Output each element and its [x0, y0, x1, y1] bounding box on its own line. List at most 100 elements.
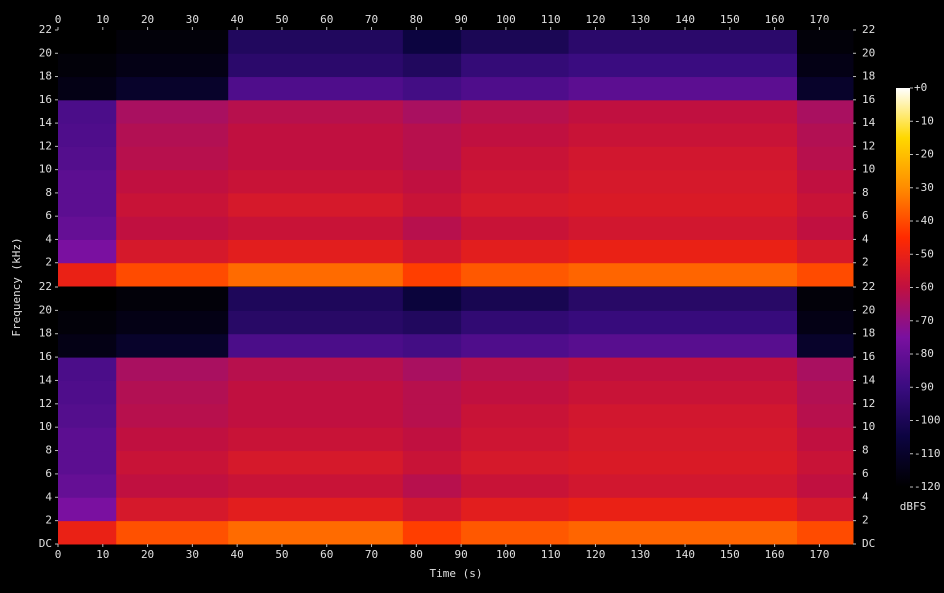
heat-cell — [58, 99, 117, 124]
heat-cell — [228, 473, 404, 498]
heat-cell — [797, 357, 854, 381]
y-tick-label: 6 — [45, 467, 52, 480]
heat-cell — [461, 76, 570, 101]
heat-cell — [461, 287, 570, 311]
heat-cell — [228, 239, 404, 264]
heat-cell — [228, 403, 404, 428]
y-tick-label-right: 10 — [862, 163, 875, 176]
x-tick-label: 30 — [186, 13, 199, 26]
heat-cell — [461, 473, 570, 498]
y-tick-label-right: 22 — [862, 23, 875, 36]
heat-cell — [797, 497, 854, 522]
x-tick-label: 100 — [496, 13, 516, 26]
heat-cell — [568, 123, 798, 147]
heat-cell — [116, 473, 229, 498]
heat-cell — [568, 99, 798, 124]
colorbar — [896, 88, 910, 487]
heat-cell — [402, 192, 462, 217]
x-tick-label: 130 — [630, 13, 650, 26]
heat-cell — [402, 473, 462, 498]
heat-cell — [116, 262, 229, 287]
x-tick-label: 150 — [720, 13, 740, 26]
heat-cell — [116, 239, 229, 264]
heat-cell — [58, 403, 117, 428]
x-tick-label: 50 — [275, 548, 288, 561]
heat-cell — [58, 520, 117, 545]
heat-cell — [461, 520, 570, 545]
heat-cell — [58, 169, 117, 194]
y-tick-label-right: 4 — [862, 232, 869, 245]
heat-cell — [797, 239, 854, 264]
y-tick-label-right: 8 — [862, 444, 869, 457]
heat-cell — [568, 30, 798, 54]
heat-cell — [402, 333, 462, 358]
y-axis-label: Frequency (kHz) — [10, 237, 23, 336]
y-tick-label-right: DC — [862, 537, 875, 550]
heat-cell — [797, 333, 854, 358]
y-tick-label-right: 20 — [862, 303, 875, 316]
heat-cell — [461, 427, 570, 452]
y-tick-label: 4 — [45, 490, 52, 503]
heat-cell — [116, 123, 229, 147]
x-tick-label: 140 — [675, 13, 695, 26]
heat-cell — [228, 146, 404, 171]
heat-cell — [402, 450, 462, 475]
heat-cell — [116, 357, 229, 381]
colorbar-tick-label: -20 — [914, 148, 934, 161]
heat-cell — [58, 287, 117, 311]
heat-cell — [568, 333, 798, 358]
y-tick-label: 12 — [39, 139, 52, 152]
x-tick-label: 10 — [96, 548, 109, 561]
heat-cell — [461, 497, 570, 522]
heat-cell — [58, 333, 117, 358]
y-tick-label: 4 — [45, 232, 52, 245]
x-tick-label: 160 — [765, 13, 785, 26]
y-tick-label: 22 — [39, 280, 52, 293]
heat-cell — [797, 520, 854, 545]
y-tick-label: 2 — [45, 256, 52, 269]
heat-cell — [228, 520, 404, 545]
heat-cell — [116, 192, 229, 217]
y-tick-label-right: 2 — [862, 256, 869, 269]
heat-cell — [402, 427, 462, 452]
y-tick-label: 12 — [39, 397, 52, 410]
heat-cell — [228, 380, 404, 405]
heat-cell — [797, 146, 854, 171]
y-tick-label-right: 2 — [862, 514, 869, 527]
heat-cell — [568, 169, 798, 194]
heat-cell — [461, 123, 570, 147]
heat-cell — [797, 30, 854, 54]
y-tick-label: 2 — [45, 514, 52, 527]
x-tick-label: 120 — [586, 548, 606, 561]
x-tick-label: 20 — [141, 548, 154, 561]
y-tick-label-right: 16 — [862, 350, 875, 363]
heat-cell — [461, 380, 570, 405]
heat-cell — [116, 333, 229, 358]
x-tick-label: 0 — [55, 13, 62, 26]
heat-cell — [228, 333, 404, 358]
heat-cell — [461, 192, 570, 217]
heat-cell — [58, 239, 117, 264]
heat-cell — [568, 310, 798, 335]
heat-cell — [461, 99, 570, 124]
heat-cell — [461, 216, 570, 240]
y-tick-label: 16 — [39, 93, 52, 106]
x-tick-label: 60 — [320, 548, 333, 561]
heat-cell — [568, 473, 798, 498]
heat-cell — [58, 262, 117, 287]
heat-cell — [58, 310, 117, 335]
heat-cell — [568, 497, 798, 522]
y-tick-label: 10 — [39, 163, 52, 176]
y-tick-label: 22 — [39, 23, 52, 36]
heat-cell — [402, 239, 462, 264]
heat-cell — [228, 450, 404, 475]
heat-cell — [402, 76, 462, 101]
x-tick-label: 150 — [720, 548, 740, 561]
colorbar-tick-label: -80 — [914, 347, 934, 360]
heat-cell — [461, 53, 570, 78]
heat-cell — [228, 216, 404, 240]
colorbar-tick-label: -120 — [914, 480, 941, 493]
heat-cell — [402, 403, 462, 428]
y-tick-label-right: 22 — [862, 280, 875, 293]
heat-cell — [228, 287, 404, 311]
